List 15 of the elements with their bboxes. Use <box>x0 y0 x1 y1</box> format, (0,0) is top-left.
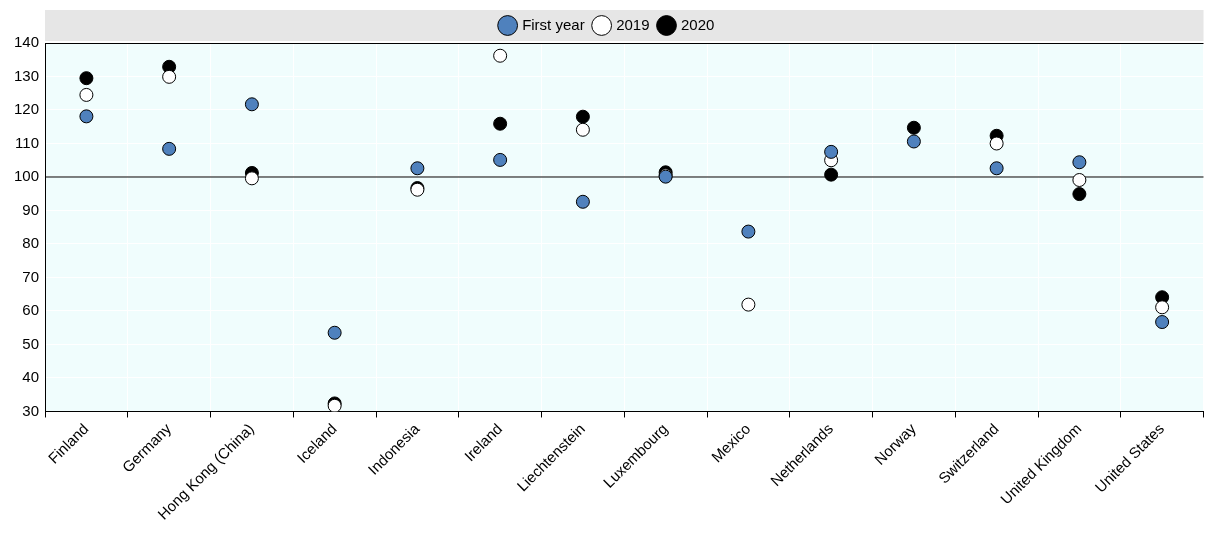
legend-label: 2019 <box>616 15 650 33</box>
y-tick-label: 130 <box>14 66 40 84</box>
y-tick-label: 30 <box>22 401 40 419</box>
y-tick-label: 90 <box>22 200 40 218</box>
y-tick-label: 50 <box>22 334 40 352</box>
y-tick-label: 120 <box>14 100 40 118</box>
y-tick-label: 70 <box>22 267 40 285</box>
legend-label: First year <box>522 15 585 33</box>
y-tick-label: 140 <box>14 33 40 51</box>
y-tick-label: 100 <box>14 167 40 185</box>
y-tick-label: 110 <box>15 133 40 151</box>
y-tick-label: 40 <box>22 368 40 386</box>
legend-label: 2020 <box>681 15 715 33</box>
y-tick-label: 80 <box>22 234 40 252</box>
y-tick-label: 60 <box>22 301 40 319</box>
